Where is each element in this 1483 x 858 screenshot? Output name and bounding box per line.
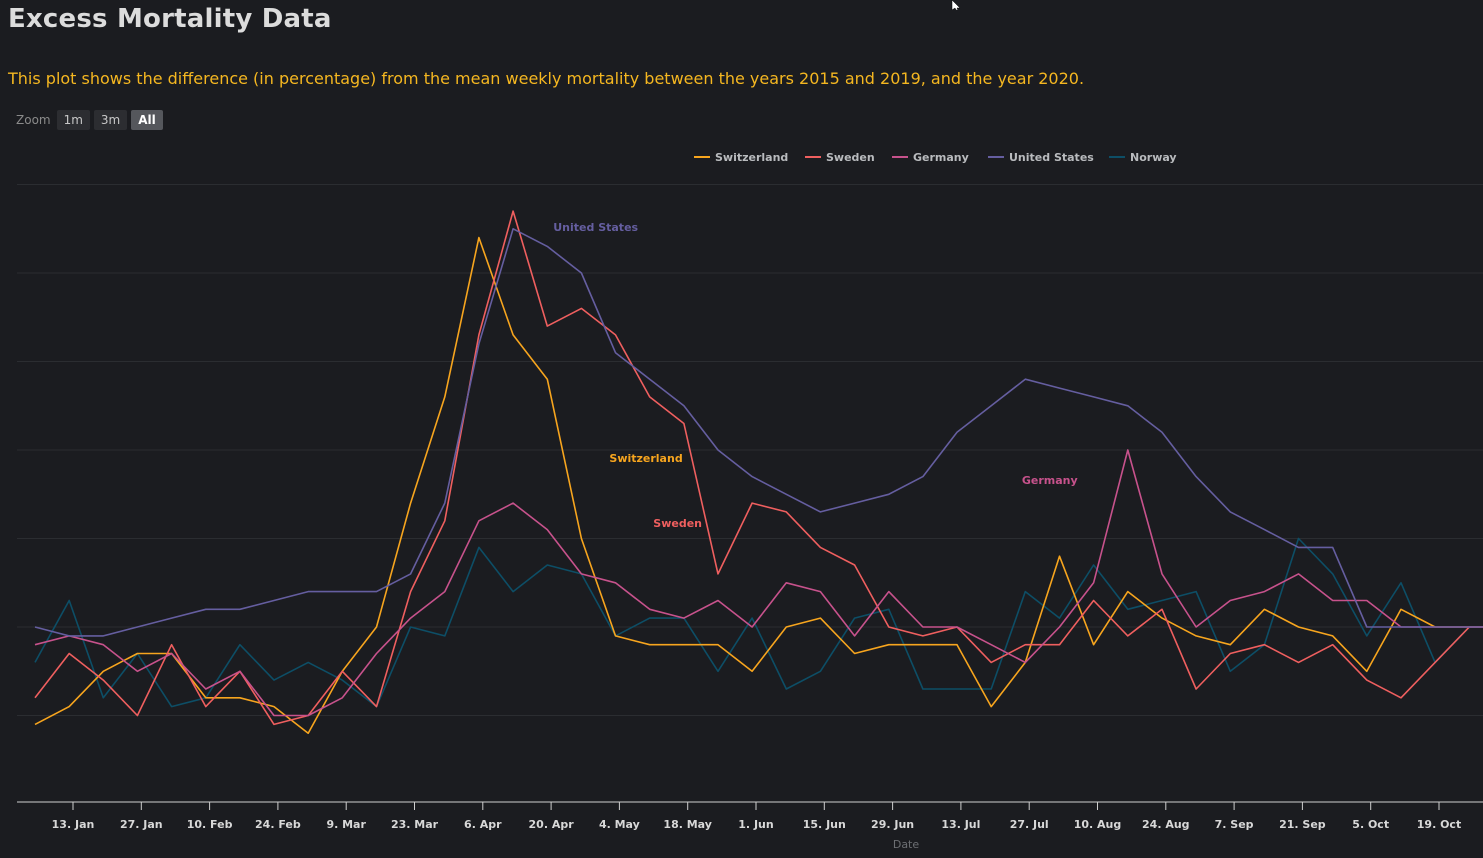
x-tick-label: 10. Feb — [187, 818, 233, 831]
legend-label: United States — [1009, 151, 1094, 164]
series-line-germany[interactable] — [34, 449, 1483, 717]
series-labels: Switzerland Sweden Germany United States — [553, 221, 1077, 530]
x-tick-label: 21. Sep — [1279, 818, 1326, 831]
x-tick-label: 23. Mar — [391, 818, 439, 831]
x-axis: 13. Jan 27. Jan 10. Feb 24. Feb 9. Mar 23. Ma… — [17, 801, 1483, 851]
legend-label: Switzerland — [715, 151, 788, 164]
x-tick-label: 27. Jul — [1010, 818, 1049, 831]
page-title: Excess Mortality Data — [8, 4, 332, 34]
legend-item-switzerland[interactable]: Switzerland — [694, 151, 788, 164]
zoom-1m-button[interactable]: 1m — [56, 110, 90, 130]
zoom-3m-button[interactable]: 3m — [93, 110, 128, 130]
x-tick-label: 24. Feb — [255, 818, 301, 831]
x-tick-label: 29. Jun — [871, 818, 914, 831]
legend-label: Norway — [1130, 151, 1177, 164]
legend-item-sweden[interactable]: Sweden — [805, 151, 875, 164]
x-tick-label: 13. Jan — [52, 818, 95, 831]
x-tick-label: 1. Jun — [738, 818, 773, 831]
legend: Switzerland Sweden Germany United States Nor… — [694, 151, 1177, 164]
x-tick-label: 10. Aug — [1074, 818, 1122, 831]
x-tick-label: 15. Jun — [803, 818, 846, 831]
series-line-sweden[interactable] — [34, 210, 1483, 726]
legend-label: Germany — [913, 151, 969, 164]
series-line-united-states[interactable] — [34, 228, 1483, 637]
series-line-switzerland[interactable] — [34, 236, 1483, 735]
x-tick-label: 19. Oct — [1417, 818, 1461, 831]
x-tick-label: 13. Jul — [941, 818, 980, 831]
x-axis-title: Date — [893, 838, 920, 851]
gridlines — [17, 184, 1483, 716]
x-tick-label: 27. Jan — [120, 818, 163, 831]
series-line-norway[interactable] — [34, 537, 1483, 708]
x-tick-label: 7. Sep — [1215, 818, 1254, 831]
x-tick-label: 18. May — [663, 818, 712, 831]
x-tick-label: 9. Mar — [326, 818, 366, 831]
legend-item-germany[interactable]: Germany — [892, 151, 969, 164]
series-label: Sweden — [653, 517, 702, 530]
series-label: Germany — [1022, 474, 1078, 487]
mouse-cursor-icon — [951, 0, 961, 10]
series-lines — [34, 210, 1483, 735]
series-label: United States — [553, 221, 638, 234]
x-tick-label: 24. Aug — [1142, 818, 1190, 831]
x-tick-label: 4. May — [599, 818, 640, 831]
legend-item-united-states[interactable]: United States — [988, 151, 1094, 164]
x-tick-label: 5. Oct — [1352, 818, 1389, 831]
chart-subtitle: This plot shows the difference (in perce… — [8, 69, 1085, 88]
legend-item-norway[interactable]: Norway — [1109, 151, 1177, 164]
zoom-label: Zoom — [16, 113, 51, 127]
legend-label: Sweden — [826, 151, 875, 164]
x-tick-label: 6. Apr — [464, 818, 502, 831]
zoom-all-button[interactable]: All — [131, 110, 163, 130]
zoom-bar: Zoom 1m 3m All — [16, 109, 163, 131]
series-label: Switzerland — [609, 452, 682, 465]
x-tick-label: 20. Apr — [529, 818, 575, 831]
